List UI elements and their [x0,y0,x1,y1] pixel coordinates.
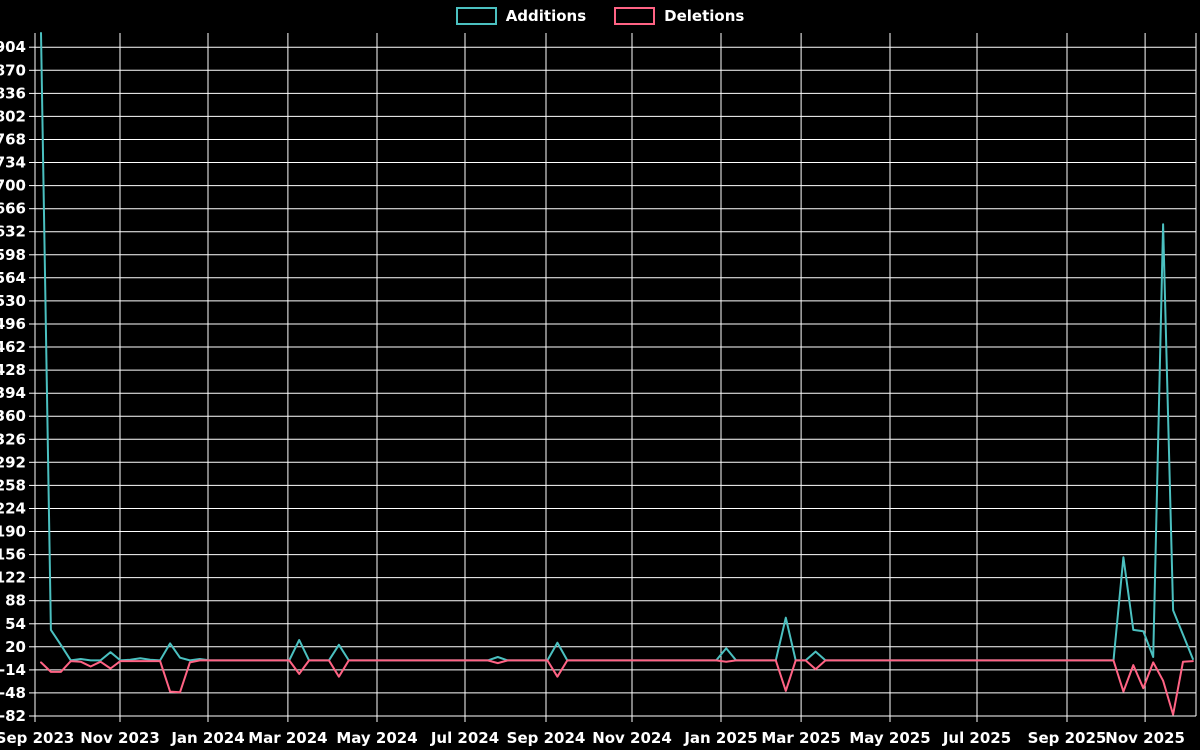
svg-text:Nov 2024: Nov 2024 [592,729,672,747]
additions-legend-label: Additions [505,6,587,25]
deletions-swatch-icon [614,7,656,25]
svg-text:-82: -82 [0,707,26,725]
svg-text:496: 496 [0,315,26,333]
svg-text:Sep 2024: Sep 2024 [507,729,586,747]
svg-text:666: 666 [0,200,26,218]
svg-text:156: 156 [0,546,26,564]
svg-text:Mar 2024: Mar 2024 [248,729,327,747]
svg-text:Mar 2025: Mar 2025 [761,729,840,747]
svg-text:394: 394 [0,384,26,402]
svg-text:Sep 2023: Sep 2023 [0,729,74,747]
svg-text:836: 836 [0,84,26,102]
svg-text:May 2024: May 2024 [336,729,417,747]
svg-text:-48: -48 [0,684,26,702]
svg-text:Nov 2025: Nov 2025 [1105,729,1185,747]
legend-item-additions[interactable]: Additions [455,6,587,25]
svg-text:428: 428 [0,361,26,379]
svg-text:Jan 2025: Jan 2025 [683,729,757,747]
svg-text:734: 734 [0,154,26,172]
svg-text:Nov 2023: Nov 2023 [80,729,160,747]
svg-text:May 2025: May 2025 [849,729,930,747]
svg-text:632: 632 [0,223,26,241]
chart-legend: Additions Deletions [0,7,1200,25]
svg-text:598: 598 [0,246,26,264]
svg-text:530: 530 [0,292,26,310]
gridlines [29,33,1197,722]
svg-text:Jul 2024: Jul 2024 [430,729,499,747]
deletions-legend-label: Deletions [664,6,745,25]
svg-text:326: 326 [0,430,26,448]
svg-text:462: 462 [0,338,26,356]
svg-text:700: 700 [0,177,26,195]
svg-text:802: 802 [0,107,26,125]
svg-text:122: 122 [0,569,26,587]
svg-text:20: 20 [5,638,26,656]
svg-text:870: 870 [0,61,26,79]
svg-text:88: 88 [5,592,26,610]
svg-text:Sep 2025: Sep 2025 [1028,729,1107,747]
svg-text:904: 904 [0,38,26,56]
svg-text:258: 258 [0,476,26,494]
legend-item-deletions[interactable]: Deletions [614,7,744,25]
series-lines [40,32,1194,716]
svg-text:564: 564 [0,269,26,287]
svg-text:-14: -14 [0,661,26,679]
svg-text:768: 768 [0,131,26,149]
svg-text:224: 224 [0,500,26,518]
svg-text:190: 190 [0,523,26,541]
svg-text:Jan 2024: Jan 2024 [170,729,244,747]
series-deletions [40,659,1194,716]
svg-text:292: 292 [0,453,26,471]
svg-text:Jul 2025: Jul 2025 [942,729,1011,747]
svg-text:360: 360 [0,407,26,425]
additions-swatch-icon [455,7,497,25]
axis-tick-labels: 904 870 836 802 768 734 700 666 632 598 564 530 496 4… [0,38,1185,747]
svg-text:54: 54 [5,615,26,633]
